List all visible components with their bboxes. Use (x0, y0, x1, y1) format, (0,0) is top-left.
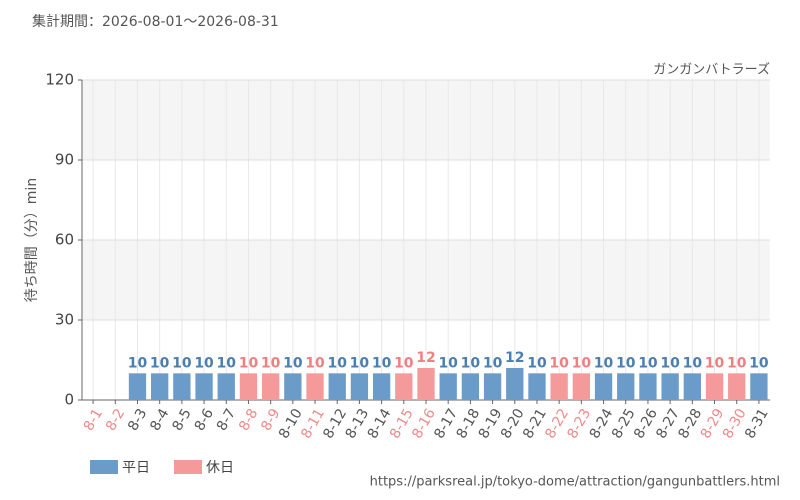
x-tick-label: 8-6 (192, 406, 217, 434)
value-label: 10 (194, 355, 214, 371)
y-tick-label: 60 (55, 231, 74, 249)
value-label: 10 (616, 355, 636, 371)
bar (239, 373, 258, 400)
y-axis-title: 待ち時間（分）min (24, 178, 40, 302)
legend-label: 平日 (122, 460, 150, 476)
value-label: 10 (305, 355, 325, 371)
bar (750, 373, 768, 400)
bar (439, 373, 457, 400)
bar (261, 373, 280, 400)
bar (350, 373, 369, 400)
bar (461, 373, 480, 400)
source-url: https://parksreal.jp/tokyo-dome/attracti… (370, 475, 780, 490)
bar (661, 373, 679, 400)
value-label: 10 (705, 355, 725, 371)
x-tick-label: 8-7 (214, 406, 239, 434)
value-label: 10 (128, 355, 148, 371)
value-label: 10 (261, 355, 281, 371)
chart-subtitle: ガンガンバトラーズ (653, 62, 770, 78)
chart-title: 集計期間：2026-08-01～2026-08-31 (32, 13, 279, 30)
x-tick-label: 8-31 (742, 406, 772, 442)
x-tick-label: 8-3 (125, 406, 150, 434)
value-label: 10 (239, 355, 259, 371)
value-label: 10 (572, 355, 592, 371)
bar (217, 373, 235, 400)
bar (506, 368, 524, 400)
value-label: 12 (505, 350, 524, 366)
value-label: 10 (394, 355, 414, 371)
x-tick-label: 8-4 (147, 406, 172, 434)
x-tick-label: 8-5 (170, 406, 195, 434)
bar (195, 373, 213, 400)
value-label: 10 (549, 355, 569, 371)
value-label: 10 (461, 355, 481, 371)
bar (728, 373, 746, 400)
value-label: 10 (660, 355, 680, 371)
value-label: 10 (594, 355, 614, 371)
value-label: 10 (727, 355, 747, 371)
x-tick-label: 8-8 (236, 406, 261, 434)
value-label: 12 (416, 350, 435, 366)
value-label: 10 (527, 355, 547, 371)
bar (683, 373, 701, 400)
x-tick-label: 8-2 (103, 406, 128, 434)
bar (372, 373, 391, 400)
value-label: 10 (350, 355, 370, 371)
legend-swatch (174, 460, 202, 474)
bar (594, 373, 613, 400)
bar (395, 373, 413, 400)
bar (705, 373, 724, 400)
bar (639, 373, 657, 400)
y-tick-label: 90 (55, 151, 74, 169)
value-label: 10 (172, 355, 192, 371)
bar (128, 373, 147, 400)
bar (306, 373, 324, 400)
value-label: 10 (683, 355, 703, 371)
legend-label: 休日 (206, 460, 234, 476)
value-label: 10 (372, 355, 392, 371)
bar (550, 373, 568, 400)
y-tick-label: 0 (64, 391, 74, 409)
bar (483, 373, 502, 400)
value-label: 10 (327, 355, 347, 371)
value-label: 10 (483, 355, 503, 371)
y-tick-label: 120 (45, 71, 74, 89)
x-tick-label: 8-1 (81, 406, 106, 434)
value-label: 10 (217, 355, 237, 371)
bar (417, 368, 435, 400)
legend-swatch (90, 460, 118, 474)
bar (328, 373, 346, 400)
bar (528, 373, 546, 400)
bar (173, 373, 191, 400)
bar (284, 373, 302, 400)
bar (617, 373, 635, 400)
bar (151, 373, 169, 400)
value-label: 10 (638, 355, 658, 371)
bar (572, 373, 591, 400)
value-label: 10 (283, 355, 303, 371)
y-tick-label: 30 (55, 311, 74, 329)
value-label: 10 (749, 355, 769, 371)
value-label: 10 (150, 355, 170, 371)
value-label: 10 (438, 355, 458, 371)
